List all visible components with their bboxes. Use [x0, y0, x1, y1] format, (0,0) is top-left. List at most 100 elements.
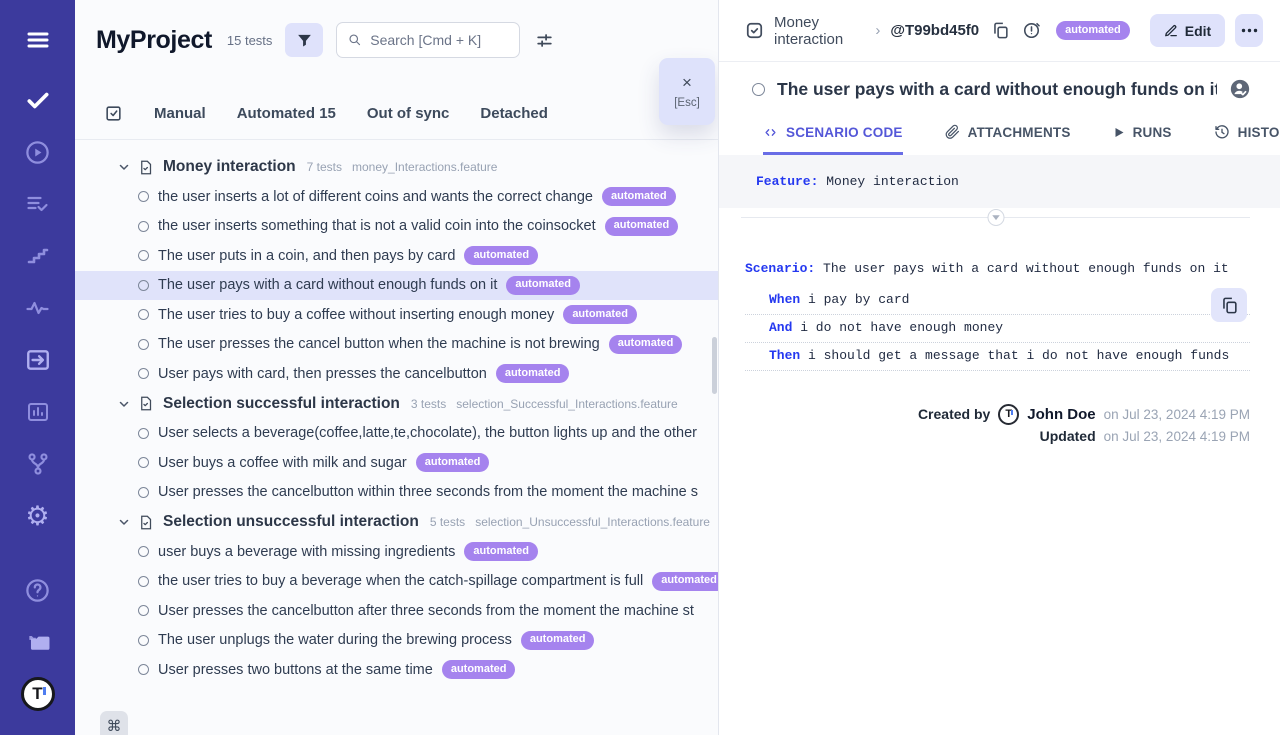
import-icon[interactable] — [0, 334, 75, 386]
user-check-icon[interactable] — [1229, 78, 1251, 100]
tab-runs[interactable]: RUNS — [1113, 125, 1172, 155]
test-row[interactable]: User buys a coffee with milk and sugar au… — [75, 448, 718, 478]
close-detail-button[interactable]: × [Esc] — [659, 58, 715, 125]
suite-row[interactable]: Selection unsuccessful interaction 5 tes… — [75, 507, 718, 537]
test-row[interactable]: The user puts in a coin, and then pays b… — [75, 241, 718, 271]
more-actions-button[interactable] — [1235, 14, 1263, 47]
pulse-icon[interactable] — [0, 282, 75, 334]
feature-declaration: Feature: Money interaction — [719, 155, 1280, 208]
meta-info: Created by T John Doe on Jul 23, 2024 4:… — [719, 403, 1250, 447]
testomat-logo-icon: T — [20, 677, 55, 711]
test-row[interactable]: User pays with card, then presses the ca… — [75, 359, 718, 389]
test-row[interactable]: User selects a beverage(coffee,latte,te,… — [75, 419, 718, 449]
step-row[interactable]: Then i should get a message that i do no… — [745, 343, 1250, 371]
test-status-icon — [138, 191, 149, 203]
sync-alert-icon[interactable] — [1022, 21, 1041, 40]
step-row[interactable]: And i do not have enough money — [745, 315, 1250, 343]
status-badge: automated — [495, 364, 570, 384]
test-row[interactable]: the user inserts a lot of different coin… — [75, 182, 718, 212]
search-box[interactable] — [336, 22, 521, 58]
feature-file-icon — [138, 395, 153, 412]
status-badge: automated — [506, 275, 580, 295]
filter-button[interactable] — [285, 23, 324, 57]
status-badge: automated — [520, 630, 595, 650]
status-badge: automated — [441, 660, 516, 680]
tab-out-of-sync[interactable]: Out of sync — [366, 105, 450, 122]
chevron-down-icon[interactable] — [118, 398, 130, 410]
feature-name: Money interaction — [818, 174, 959, 189]
scrollbar-thumb[interactable] — [712, 337, 717, 394]
copy-id-icon[interactable] — [991, 21, 1010, 40]
updated-date: on Jul 23, 2024 4:19 PM — [1103, 428, 1250, 444]
section-divider — [741, 209, 1250, 226]
copy-code-button[interactable] — [1211, 288, 1247, 322]
chevron-down-icon[interactable] — [118, 516, 130, 528]
test-row[interactable]: The user presses the cancel button when … — [75, 330, 718, 360]
tests-icon[interactable] — [0, 74, 75, 126]
test-status-icon — [138, 368, 149, 380]
cmd-shortcut-key[interactable]: ⌘ — [100, 711, 128, 735]
breadcrumb-separator: › — [875, 22, 881, 39]
tab-history[interactable]: HISTORY — [1214, 124, 1280, 155]
suite-row[interactable]: Selection successful interaction 3 tests… — [75, 389, 718, 419]
test-status-icon — [138, 546, 149, 558]
sliders-icon — [537, 33, 553, 47]
filter-tabs: Manual Automated 15 Out of sync Detached — [75, 58, 718, 140]
breadcrumb[interactable]: Money interaction — [774, 13, 844, 48]
help-icon[interactable] — [0, 564, 75, 616]
test-status-icon — [138, 338, 149, 350]
test-row[interactable]: the user tries to buy a beverage when th… — [75, 567, 718, 597]
status-badge: automated — [652, 571, 718, 591]
scenario-keyword: Scenario: — [745, 261, 816, 276]
test-row[interactable]: User presses the cancelbutton within thr… — [75, 478, 718, 508]
test-title: The user pays with a card without enough… — [777, 78, 1217, 99]
play-icon — [1115, 128, 1124, 137]
chevron-down-icon[interactable] — [118, 161, 130, 173]
tab-scenario-code[interactable]: SCENARIO CODE — [763, 125, 903, 155]
tests-count: 15 tests — [226, 32, 273, 48]
test-status-icon — [138, 309, 149, 321]
runs-icon[interactable] — [0, 126, 75, 178]
steps-icon[interactable] — [0, 230, 75, 282]
test-detail-panel: Money interaction › @T99bd45f0 automated… — [719, 0, 1280, 735]
projects-icon[interactable] — [0, 616, 75, 668]
test-title-row: The user pays with a card without enough… — [719, 62, 1280, 100]
settings-icon[interactable]: ⚙ — [0, 490, 75, 542]
edit-button[interactable]: Edit — [1149, 14, 1226, 47]
test-row[interactable]: User presses the cancelbutton after thre… — [75, 596, 718, 626]
test-row[interactable]: The user unplugs the water during the br… — [75, 626, 718, 656]
status-badge: automated — [1056, 21, 1130, 40]
search-input[interactable] — [370, 32, 509, 48]
branch-icon[interactable] — [0, 438, 75, 490]
checkbox-icon[interactable] — [745, 21, 764, 40]
test-row[interactable]: The user tries to buy a coffee without i… — [75, 300, 718, 330]
test-row[interactable]: User presses two buttons at the same tim… — [75, 655, 718, 685]
status-badge: automated — [415, 453, 490, 473]
menu-icon[interactable] — [23, 24, 53, 56]
test-id: @T99bd45f0 — [890, 22, 980, 39]
test-status-icon — [752, 82, 765, 96]
test-status-icon — [138, 575, 149, 587]
logo[interactable]: T — [0, 668, 75, 720]
collapse-toggle[interactable] — [987, 209, 1004, 226]
status-badge: automated — [604, 216, 679, 236]
suite-row[interactable]: Money interaction 7 tests money_Interact… — [75, 152, 718, 182]
tab-automated[interactable]: Automated 15 — [236, 105, 336, 122]
scenario-name: The user pays with a card without enough… — [815, 261, 1229, 276]
tab-manual[interactable]: Manual — [154, 105, 206, 122]
test-row-selected[interactable]: The user pays with a card without enough… — [75, 270, 718, 300]
analytics-icon[interactable] — [0, 386, 75, 438]
view-settings-button[interactable] — [535, 31, 554, 50]
status-badge: automated — [608, 334, 683, 354]
test-plans-icon[interactable] — [0, 178, 75, 230]
tab-detached[interactable]: Detached — [480, 105, 548, 122]
step-row[interactable]: When i pay by card — [745, 287, 1250, 315]
test-row[interactable]: the user inserts something that is not a… — [75, 212, 718, 242]
tab-attachments[interactable]: ATTACHMENTS — [945, 124, 1071, 155]
select-all-icon[interactable] — [104, 104, 123, 123]
updated-label: Updated — [1039, 428, 1096, 444]
author-name[interactable]: John Doe — [1027, 405, 1096, 423]
detail-tabs: SCENARIO CODE ATTACHMENTS RUNS HISTORY — [719, 100, 1280, 155]
test-row[interactable]: user buys a beverage with missing ingred… — [75, 537, 718, 567]
page-title: MyProject — [96, 25, 212, 54]
